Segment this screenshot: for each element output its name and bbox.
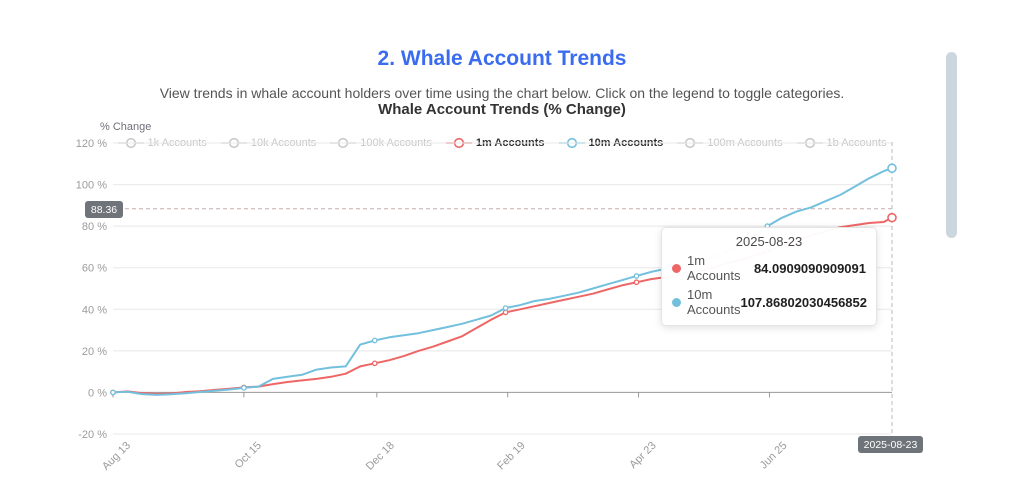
y-tick-label: 40 % [82,304,107,316]
y-tick-label: 100 % [76,180,107,192]
y-axis-title: % Change [100,121,152,133]
series-color-dot [672,263,681,273]
series-color-dot [672,297,681,307]
hovered-point-marker-1m-accounts [887,212,897,223]
vertical-scrollbar-thumb[interactable] [946,52,957,238]
x-tick-label: Apr 23 [627,440,658,471]
y-tick-label: 20 % [82,346,107,358]
page-title: 2. Whale Account Trends [377,47,627,71]
data-point-marker [633,273,640,279]
x-tick-label: Oct 15 [233,440,264,471]
data-point-marker [371,337,378,344]
tooltip-date: 2025-08-23 [735,234,803,249]
data-point-marker [502,305,509,311]
data-point-marker [241,385,247,391]
data-point-marker [371,360,378,367]
x-tick-label: Feb 19 [495,440,528,473]
data-point-marker [110,389,116,396]
y-tick-label: 80 % [82,221,107,233]
y-tick-label: -20 % [78,429,107,441]
y-tick-label: 60 % [82,263,107,275]
y-tick-label: 0 % [88,387,107,399]
y-tick-label: 120 % [76,138,107,150]
chart-title: Whale Account Trends (% Change) [378,101,626,118]
page-description: View trends in whale account holders ove… [159,85,845,101]
tooltip-row-10m-accounts: 10m Accounts 107.86802030456852 [672,287,867,317]
crosshair-x-date-badge: 2025-08-23 [858,436,923,453]
x-tick-label: Jun 25 [758,440,790,472]
tooltip-row-1m-accounts: 1m Accounts 84.0909090909091 [672,253,866,283]
x-tick-label: Dec 18 [364,440,397,473]
crosshair-y-value-badge: 88.36 [85,201,123,218]
x-tick-label: Aug 13 [100,440,133,473]
data-point-marker [633,279,640,286]
hovered-point-marker-10m-accounts [887,163,897,174]
chart-tooltip: 2025-08-23 1m Accounts 84.0909090909091 10… [661,227,877,326]
